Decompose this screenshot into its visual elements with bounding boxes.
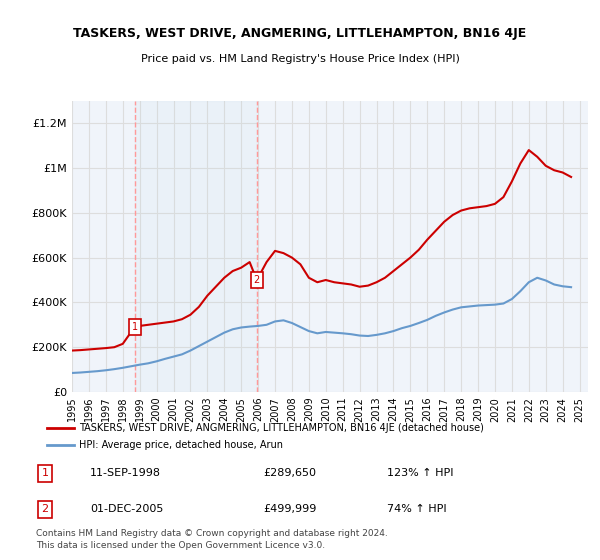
Text: 11-SEP-1998: 11-SEP-1998 [90, 468, 161, 478]
Text: 1: 1 [41, 468, 49, 478]
Text: 2: 2 [41, 505, 49, 515]
Text: 74% ↑ HPI: 74% ↑ HPI [387, 505, 446, 515]
Text: TASKERS, WEST DRIVE, ANGMERING, LITTLEHAMPTON, BN16 4JE: TASKERS, WEST DRIVE, ANGMERING, LITTLEHA… [73, 27, 527, 40]
Text: Price paid vs. HM Land Registry's House Price Index (HPI): Price paid vs. HM Land Registry's House … [140, 54, 460, 64]
Text: This data is licensed under the Open Government Licence v3.0.: This data is licensed under the Open Gov… [36, 541, 325, 550]
Text: TASKERS, WEST DRIVE, ANGMERING, LITTLEHAMPTON, BN16 4JE (detached house): TASKERS, WEST DRIVE, ANGMERING, LITTLEHA… [79, 423, 484, 433]
Text: 2: 2 [254, 275, 260, 285]
Text: 01-DEC-2005: 01-DEC-2005 [90, 505, 163, 515]
Text: Contains HM Land Registry data © Crown copyright and database right 2024.: Contains HM Land Registry data © Crown c… [36, 530, 388, 539]
Bar [134, 101, 257, 392]
Text: £289,650: £289,650 [263, 468, 316, 478]
Text: 1: 1 [131, 322, 137, 332]
Text: £499,999: £499,999 [263, 505, 316, 515]
Text: 123% ↑ HPI: 123% ↑ HPI [387, 468, 454, 478]
Text: HPI: Average price, detached house, Arun: HPI: Average price, detached house, Arun [79, 440, 283, 450]
